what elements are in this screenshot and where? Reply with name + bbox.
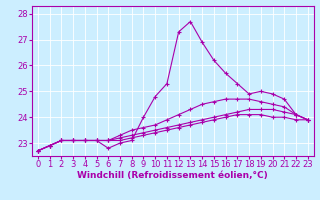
X-axis label: Windchill (Refroidissement éolien,°C): Windchill (Refroidissement éolien,°C) [77,171,268,180]
